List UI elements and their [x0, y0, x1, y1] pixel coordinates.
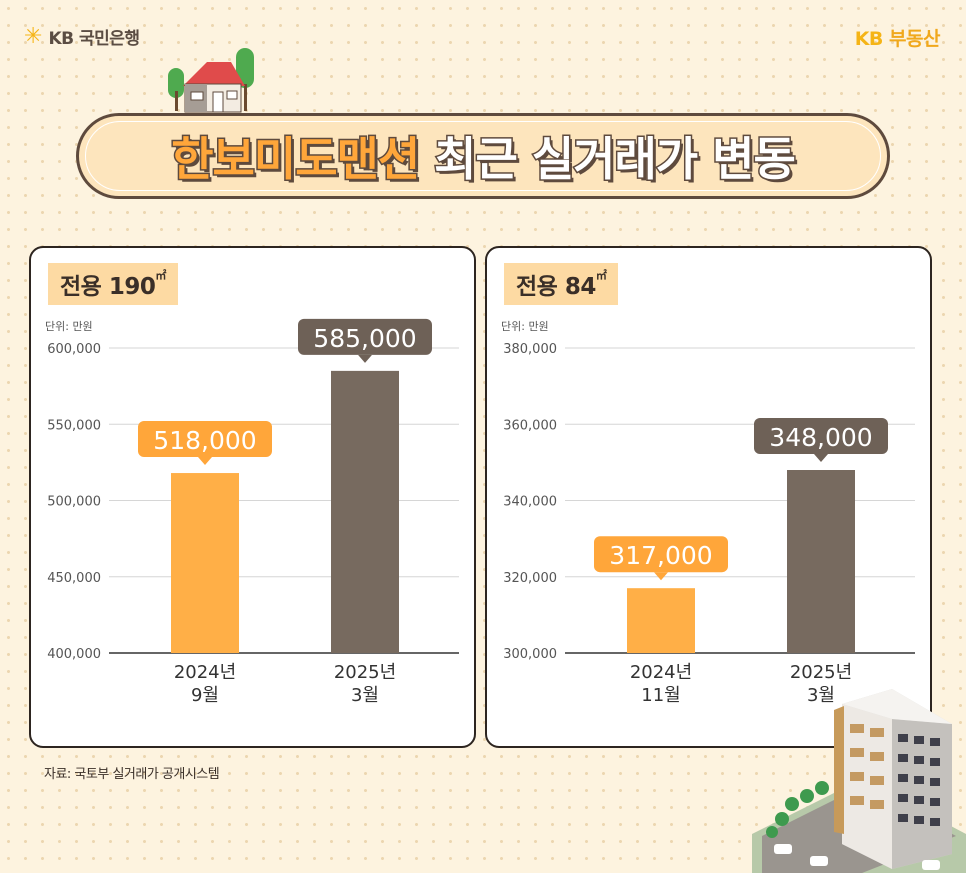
value-label-bubble	[754, 418, 888, 454]
y-tick-label: 600,000	[47, 342, 101, 357]
value-label-pointer	[358, 354, 372, 363]
page-title-rest: 최근 실거래가 변동	[419, 131, 798, 188]
value-label-pointer	[198, 457, 212, 466]
y-tick-label: 380,000	[503, 342, 557, 357]
y-tick-label: 300,000	[503, 647, 557, 662]
y-tick-label: 500,000	[47, 495, 101, 510]
area-tag-label: 전용 190	[60, 274, 156, 300]
kb-bank-logo: ✳ KB 국민은행	[24, 24, 140, 49]
x-tick-label: 3월	[807, 685, 835, 706]
area-tag-190: 전용 190㎡	[48, 263, 178, 305]
value-label: 585,000	[313, 324, 416, 353]
y-tick-label: 400,000	[47, 647, 101, 662]
value-label-bubble	[594, 536, 728, 573]
value-label-pointer	[814, 454, 828, 462]
title-banner: 한보미도맨션 최근 실거래가 변동	[76, 113, 890, 199]
value-label-bubble	[298, 318, 432, 355]
area-tag-84: 전용 84㎡	[504, 263, 619, 305]
value-label: 518,000	[153, 426, 256, 455]
kb-realestate-logo: KB 부동산	[854, 24, 941, 51]
value-label: 317,000	[609, 541, 712, 570]
page-title-highlight: 한보미도맨션	[170, 131, 422, 188]
chart-card-84: 전용 84㎡ 단위: 만원 380,000 360,000 340,000 320,00…	[485, 246, 932, 748]
apartment-building-illustration-icon	[752, 689, 966, 873]
y-tick-label: 320,000	[503, 571, 557, 586]
page-title: 한보미도맨션 최근 실거래가 변동	[170, 123, 798, 189]
value-label: 348,000	[769, 423, 872, 452]
x-tick-label: 11월	[641, 685, 680, 706]
unit-label: 단위: 만원	[45, 320, 93, 333]
x-tick-label: 9월	[191, 685, 219, 706]
kb-bank-logo-text: KB 국민은행	[48, 29, 140, 49]
x-tick-label: 2024년	[630, 662, 692, 683]
chart-card-190: 전용 190㎡ 단위: 만원 600,000 550,000 500,000 450,0…	[29, 246, 476, 748]
x-tick-label: 2025년	[790, 662, 852, 683]
y-tick-label: 360,000	[503, 418, 557, 433]
bar	[627, 588, 695, 653]
kb-star-icon: ✳	[24, 23, 43, 49]
value-label-pointer	[654, 572, 668, 581]
kb-realestate-logo-text: 부동산	[889, 28, 940, 50]
bar-chart-84: 단위: 만원 380,000 360,000 340,000 320,000 300,00…	[501, 320, 915, 706]
x-tick-label: 2025년	[334, 662, 396, 683]
unit-label: 단위: 만원	[501, 320, 549, 333]
y-tick-label: 340,000	[503, 495, 557, 510]
bar	[331, 370, 399, 653]
bar	[171, 473, 239, 653]
x-tick-label: 2024년	[174, 662, 236, 683]
bar-chart-190: 단위: 만원 600,000 550,000 500,000 450,000 400,00…	[45, 318, 459, 706]
y-tick-label: 450,000	[47, 571, 101, 586]
kb-realestate-logo-kb: KB	[854, 28, 884, 50]
value-label-bubble	[138, 421, 272, 458]
y-tick-label: 550,000	[47, 418, 101, 433]
area-tag-label: 전용 84	[516, 274, 596, 300]
house-illustration-icon	[168, 48, 254, 113]
bar	[787, 470, 855, 653]
x-tick-label: 3월	[351, 685, 379, 706]
source-note: 자료: 국토부 실거래가 공개시스템	[44, 767, 220, 782]
